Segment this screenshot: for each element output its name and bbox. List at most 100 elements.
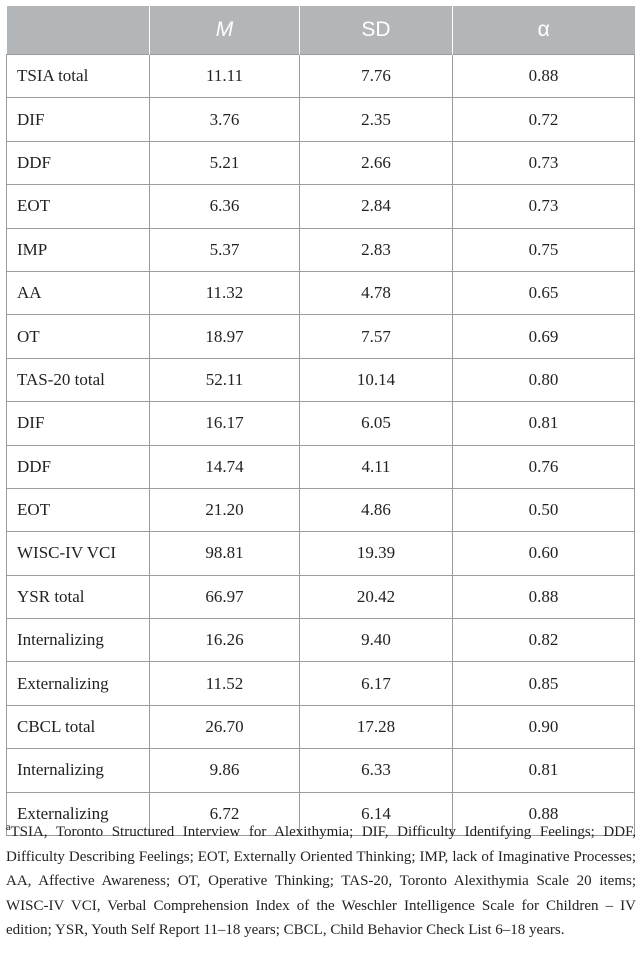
- mean-value: 21.20: [149, 487, 300, 533]
- table-row: Externalizing 6.72 6.14 0.88: [6, 791, 635, 837]
- table-row: DIF 3.76 2.35 0.72: [6, 97, 635, 142]
- row-label: DDF: [6, 444, 150, 489]
- mean-value: 3.76: [149, 97, 300, 142]
- sd-value: 20.42: [299, 574, 453, 620]
- row-label: Externalizing: [6, 791, 150, 837]
- mean-value: 98.81: [149, 531, 300, 576]
- sd-value: 2.35: [299, 97, 453, 142]
- alpha-value: 0.73: [452, 184, 635, 229]
- alpha-value: 0.81: [452, 401, 635, 446]
- table-row: CBCL total 26.70 17.28 0.90: [6, 704, 635, 750]
- alpha-value: 0.76: [452, 444, 635, 489]
- row-label: Externalizing: [6, 661, 150, 706]
- table-row: Externalizing 11.52 6.17 0.85: [6, 661, 635, 706]
- alpha-value: 0.60: [452, 531, 635, 576]
- sd-value: 19.39: [299, 531, 453, 576]
- footnote-text: TSIA, Toronto Structured Interview for A…: [6, 824, 636, 939]
- alpha-value: 0.73: [452, 140, 635, 186]
- table-row: TAS-20 total 52.11 10.14 0.80: [6, 357, 635, 403]
- mean-value: 14.74: [149, 444, 300, 489]
- sd-value: 4.86: [299, 487, 453, 533]
- alpha-value: 0.50: [452, 487, 635, 533]
- sd-value: 7.76: [299, 53, 453, 99]
- table-row: EOT 6.36 2.84 0.73: [6, 184, 635, 229]
- table-row: WISC-IV VCI 98.81 19.39 0.60: [6, 531, 635, 576]
- table-row: DDF 5.21 2.66 0.73: [6, 140, 635, 186]
- row-label: OT: [6, 314, 150, 359]
- mean-value: 16.17: [149, 401, 300, 446]
- mean-value: 66.97: [149, 574, 300, 620]
- sd-value: 2.66: [299, 140, 453, 186]
- mean-value: 5.21: [149, 140, 300, 186]
- row-label: AA: [6, 270, 150, 316]
- sd-value: 9.40: [299, 618, 453, 663]
- row-label: CBCL total: [6, 704, 150, 750]
- mean-value: 26.70: [149, 704, 300, 750]
- sd-value: 4.78: [299, 270, 453, 316]
- mean-value: 11.32: [149, 270, 300, 316]
- row-label: TSIA total: [6, 53, 150, 99]
- table-row: DDF 14.74 4.11 0.76: [6, 444, 635, 489]
- sd-value: 6.17: [299, 661, 453, 706]
- row-label: Internalizing: [6, 618, 150, 663]
- alpha-value: 0.69: [452, 314, 635, 359]
- sd-value: 6.33: [299, 748, 453, 793]
- row-label: EOT: [6, 487, 150, 533]
- row-label: YSR total: [6, 574, 150, 620]
- table-row: OT 18.97 7.57 0.69: [6, 314, 635, 359]
- alpha-value: 0.75: [452, 227, 635, 272]
- header-label-cell: [6, 6, 150, 55]
- row-label: DIF: [6, 401, 150, 446]
- alpha-value: 0.80: [452, 357, 635, 403]
- alpha-value: 0.82: [452, 618, 635, 663]
- header-sd: SD: [299, 6, 453, 55]
- alpha-value: 0.72: [452, 97, 635, 142]
- table-row: DIF 16.17 6.05 0.81: [6, 401, 635, 446]
- row-label: WISC-IV VCI: [6, 531, 150, 576]
- alpha-value: 0.88: [452, 791, 635, 837]
- row-label: IMP: [6, 227, 150, 272]
- row-label: Internalizing: [6, 748, 150, 793]
- alpha-value: 0.88: [452, 574, 635, 620]
- alpha-value: 0.88: [452, 53, 635, 99]
- sd-value: 17.28: [299, 704, 453, 750]
- mean-value: 18.97: [149, 314, 300, 359]
- header-row: M SD α: [6, 6, 635, 55]
- table-row: AA 11.32 4.78 0.65: [6, 270, 635, 316]
- sd-value: 4.11: [299, 444, 453, 489]
- header-alpha: α: [452, 6, 635, 55]
- mean-value: 6.72: [149, 791, 300, 837]
- alpha-value: 0.65: [452, 270, 635, 316]
- row-label: TAS-20 total: [6, 357, 150, 403]
- table-row: Internalizing 16.26 9.40 0.82: [6, 618, 635, 663]
- sd-value: 7.57: [299, 314, 453, 359]
- mean-value: 16.26: [149, 618, 300, 663]
- mean-value: 11.11: [149, 53, 300, 99]
- row-label: EOT: [6, 184, 150, 229]
- header-mean: M: [149, 6, 300, 55]
- table-footnote: aTSIA, Toronto Structured Interview for …: [6, 820, 636, 943]
- mean-value: 11.52: [149, 661, 300, 706]
- mean-value: 6.36: [149, 184, 300, 229]
- footnote-marker: a: [6, 822, 11, 833]
- row-label: DIF: [6, 97, 150, 142]
- table-row: TSIA total 11.11 7.76 0.88: [6, 53, 635, 99]
- mean-value: 9.86: [149, 748, 300, 793]
- sd-value: 2.83: [299, 227, 453, 272]
- alpha-value: 0.85: [452, 661, 635, 706]
- alpha-value: 0.90: [452, 704, 635, 750]
- table-row: EOT 21.20 4.86 0.50: [6, 487, 635, 533]
- table-row: IMP 5.37 2.83 0.75: [6, 227, 635, 272]
- mean-value: 5.37: [149, 227, 300, 272]
- sd-value: 10.14: [299, 357, 453, 403]
- sd-value: 6.05: [299, 401, 453, 446]
- stats-table-container: M SD α TSIA total 11.11 7.76 0.88 DIF 3.76 2.3…: [6, 6, 635, 837]
- table-row: Internalizing 9.86 6.33 0.81: [6, 748, 635, 793]
- sd-value: 2.84: [299, 184, 453, 229]
- row-label: DDF: [6, 140, 150, 186]
- alpha-value: 0.81: [452, 748, 635, 793]
- table-body: TSIA total 11.11 7.76 0.88 DIF 3.76 2.35 0.72 DD…: [6, 53, 635, 837]
- descriptive-stats-table: M SD α TSIA total 11.11 7.76 0.88 DIF 3.76 2.3…: [6, 6, 635, 837]
- table-row: YSR total 66.97 20.42 0.88: [6, 574, 635, 620]
- mean-value: 52.11: [149, 357, 300, 403]
